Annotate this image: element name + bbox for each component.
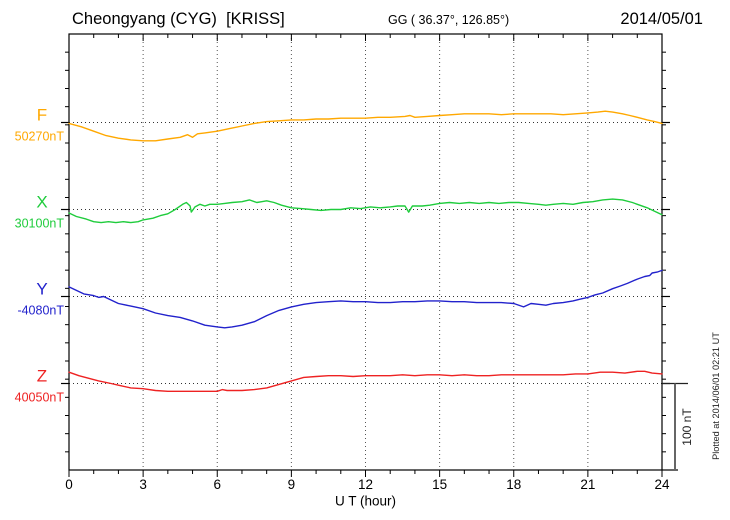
trace-Y [68,269,663,329]
plot-frame [68,33,663,471]
series-baseline-value-Y: -4080nT [17,304,64,318]
series-baseline-value-Z: 40050nT [15,391,65,405]
trace-X [68,198,663,224]
x-tick-label-15: 15 [432,477,447,492]
series-baseline-value-X: 30100nT [15,217,65,231]
series-letter-Z: Z [37,367,47,386]
x-tick-label-12: 12 [358,477,373,492]
series-letter-F: F [37,106,47,125]
observation-date: 2014/05/01 [620,10,703,28]
x-axis-label: U T (hour) [335,494,396,509]
scale-bar-label: 100 nT [680,408,694,446]
station-title: Cheongyang (CYG) [KRISS] [72,10,285,28]
x-tick-label-3: 3 [139,477,147,492]
x-tick-label-9: 9 [288,477,296,492]
x-tick-label-0: 0 [65,477,73,492]
series-baseline-value-F: 50270nT [15,130,65,144]
series-letter-X: X [36,193,47,212]
x-tick-label-6: 6 [213,477,221,492]
trace-F [68,110,663,142]
series-letter-Y: Y [36,280,47,299]
trace-Z [68,370,663,392]
x-tick-label-21: 21 [580,477,595,492]
geo-coordinates-label: GG ( 36.37°, 126.85°) [388,13,510,27]
x-tick-label-18: 18 [506,477,521,492]
plotted-at-note: Plotted at 2014/06/01 02:21 UT [711,332,721,460]
x-tick-label-24: 24 [654,477,670,492]
